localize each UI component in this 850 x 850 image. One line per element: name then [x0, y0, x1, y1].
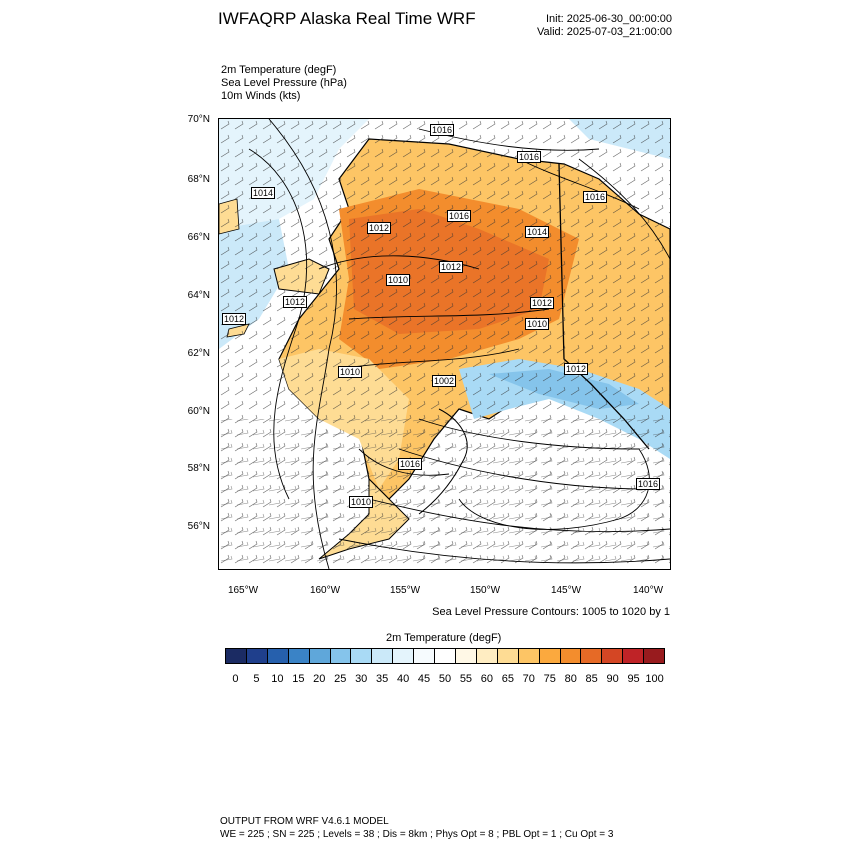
colorbar-swatch [476, 649, 498, 663]
colorbar-tick-label: 30 [355, 673, 368, 685]
colorbar-tick-label: 15 [292, 673, 305, 685]
lat-label: 66°N [187, 232, 210, 243]
weather-map [219, 119, 670, 569]
slp-label: 1002 [432, 375, 457, 387]
init-time: Init: 2025-06-30_00:00:00 [546, 13, 672, 25]
slp-label: 1010 [525, 318, 550, 330]
colorbar-swatch [518, 649, 540, 663]
slp-label: 1012 [530, 297, 555, 309]
slp-label: 1016 [636, 478, 661, 490]
slp-label: 1010 [386, 274, 411, 286]
wind-barbs-ocean [219, 419, 670, 569]
colorbar-swatch [267, 649, 289, 663]
colorbar-swatch [539, 649, 561, 663]
colorbar-swatch [497, 649, 519, 663]
colorbar-swatch [309, 649, 331, 663]
colorbar-tick-label: 35 [376, 673, 389, 685]
map-panel [218, 118, 671, 570]
lat-label: 70°N [187, 114, 210, 125]
colorbar-tick-label: 85 [585, 673, 598, 685]
colorbar-swatch [330, 649, 352, 663]
slp-label: 1012 [564, 363, 589, 375]
colorbar-tick-label: 20 [313, 673, 326, 685]
colorbar-tick-label: 95 [627, 673, 640, 685]
lon-label: 150°W [469, 585, 501, 596]
colorbar-tick-label: 40 [396, 673, 410, 685]
colorbar-swatch [372, 649, 394, 663]
slp-label: 1016 [398, 458, 423, 470]
lon-label: 165°W [227, 585, 259, 596]
colorbar-swatch [455, 649, 477, 663]
lon-label: 160°W [309, 585, 341, 596]
colorbar-tick-label: 70 [522, 673, 535, 685]
slp-label: 1014 [251, 187, 276, 199]
colorbar-tick-label: 80 [564, 673, 577, 685]
colorbar-swatch [414, 649, 436, 663]
temperature-colorbar [225, 648, 665, 664]
colorbar-tick-label: 65 [501, 673, 514, 685]
colorbar-tick-label: 0 [232, 673, 239, 685]
slp-contour-note: Sea Level Pressure Contours: 1005 to 102… [432, 606, 670, 618]
colorbar-swatch [226, 649, 247, 663]
colorbar-swatch [288, 649, 310, 663]
slp-label: 1014 [525, 226, 550, 238]
colorbar-swatch [581, 649, 603, 663]
valid-time: Valid: 2025-07-03_21:00:00 [537, 26, 672, 38]
colorbar-tick-label: 55 [459, 673, 473, 685]
slp-label: 1012 [222, 313, 247, 325]
lon-label: 145°W [550, 585, 582, 596]
slp-contours [248, 119, 670, 569]
lat-label: 64°N [187, 290, 210, 301]
colorbar-title: 2m Temperature (degF) [386, 632, 502, 644]
colorbar-swatch [560, 649, 582, 663]
colorbar-tick-label: 25 [334, 673, 347, 685]
colorbar-swatch [351, 649, 373, 663]
colorbar-tick-label: 90 [606, 673, 619, 685]
colorbar-swatch [246, 649, 268, 663]
lon-label: 155°W [389, 585, 421, 596]
slp-label: 1012 [439, 261, 464, 273]
field-label-winds: 10m Winds (kts) [221, 90, 301, 102]
model-config-line: WE = 225 ; SN = 225 ; Levels = 38 ; Dis … [220, 829, 614, 840]
slp-label: 1016 [517, 151, 542, 163]
colorbar-tick-label: 5 [253, 673, 260, 685]
lat-label: 56°N [187, 521, 210, 532]
colorbar-swatch [435, 649, 456, 663]
slp-label: 1012 [283, 296, 308, 308]
slp-label: 1016 [583, 191, 608, 203]
colorbar-tick-label: 10 [271, 673, 284, 685]
colorbar-swatch [644, 649, 665, 663]
model-output-line: OUTPUT FROM WRF V4.6.1 MODEL [220, 816, 389, 827]
colorbar-swatch [602, 649, 624, 663]
cook-inlet-coast [418, 408, 468, 515]
lat-label: 60°N [187, 406, 210, 417]
colorbar-tick-label: 100 [645, 673, 664, 685]
lon-label: 140°W [632, 585, 664, 596]
colorbar-swatch [393, 649, 415, 663]
field-label-pressure: Sea Level Pressure (hPa) [221, 77, 347, 89]
colorbar-tick-label: 45 [417, 673, 431, 685]
colorbar-tick-label: 75 [543, 673, 556, 685]
slp-label: 1010 [338, 366, 363, 378]
lat-label: 68°N [187, 174, 210, 185]
page-title: IWFAQRP Alaska Real Time WRF [218, 9, 476, 28]
field-label-temperature: 2m Temperature (degF) [221, 64, 337, 76]
slp-label: 1012 [367, 222, 392, 234]
slp-label: 1016 [430, 124, 455, 136]
colorbar-tick-label: 50 [438, 673, 452, 685]
slp-label: 1010 [349, 496, 374, 508]
slp-label: 1016 [447, 210, 472, 222]
lat-label: 58°N [187, 463, 210, 474]
colorbar-swatch [623, 649, 645, 663]
lat-label: 62°N [187, 348, 210, 359]
colorbar-tick-label: 60 [480, 673, 494, 685]
